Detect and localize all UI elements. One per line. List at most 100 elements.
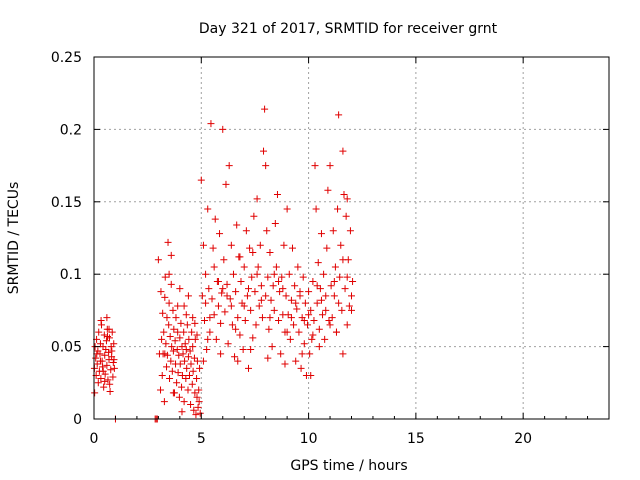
data-point-46 [103, 314, 111, 322]
data-point-327 [281, 360, 289, 368]
data-point-202 [260, 147, 268, 155]
data-point-77 [168, 343, 176, 351]
data-point-304 [330, 277, 338, 285]
data-point-225 [284, 311, 292, 319]
data-point-253 [314, 259, 322, 267]
data-point-321 [335, 299, 343, 307]
data-point-256 [317, 230, 325, 238]
data-point-30 [107, 366, 115, 374]
data-point-124 [193, 393, 201, 401]
data-point-201 [258, 314, 266, 322]
data-point-290 [210, 263, 218, 271]
data-point-119 [190, 354, 198, 362]
data-point-154 [208, 295, 216, 303]
data-point-309 [232, 325, 240, 333]
data-point-132 [167, 251, 175, 259]
data-point-263 [325, 317, 333, 325]
data-point-204 [262, 162, 270, 170]
data-point-314 [275, 277, 283, 285]
data-point-235 [295, 328, 303, 336]
data-point-277 [340, 191, 348, 199]
data-point-161 [216, 230, 224, 238]
data-point-298 [279, 285, 287, 293]
data-point-74 [166, 332, 174, 340]
data-point-122 [192, 411, 200, 419]
y-tick-label-3: 0.15 [51, 195, 82, 211]
data-point-332 [199, 357, 207, 365]
data-point-246 [307, 306, 315, 314]
data-point-5 [93, 360, 101, 368]
data-point-37 [110, 364, 118, 372]
x-tick-label-3: 15 [407, 431, 425, 447]
data-point-259 [321, 335, 329, 343]
data-point-97 [178, 372, 186, 380]
data-point-192 [249, 334, 257, 342]
y-tick-label-4: 0.2 [60, 122, 82, 138]
data-point-23 [103, 361, 111, 369]
data-point-44 [108, 347, 116, 355]
data-point-234 [294, 263, 302, 271]
data-point-295 [253, 270, 261, 278]
data-point-165 [220, 256, 228, 264]
data-point-302 [313, 282, 321, 290]
data-point-200 [257, 282, 265, 290]
data-point-92 [176, 334, 184, 342]
data-point-95 [178, 383, 186, 391]
data-point-198 [255, 302, 263, 310]
data-point-299 [287, 314, 295, 322]
data-point-156 [210, 311, 218, 319]
data-point-162 [217, 319, 225, 327]
data-point-317 [300, 317, 308, 325]
data-point-188 [245, 364, 252, 372]
data-point-131 [165, 270, 173, 278]
data-point-291 [219, 285, 227, 293]
data-point-138 [191, 319, 199, 327]
plot-frame [93, 56, 610, 420]
data-point-252 [313, 299, 321, 307]
data-point-155 [209, 244, 217, 252]
data-point-224 [283, 205, 291, 213]
data-point-243 [304, 321, 312, 329]
data-point-71 [165, 321, 173, 329]
data-point-64 [161, 293, 169, 301]
data-point-258 [320, 270, 328, 278]
data-point-267 [329, 227, 337, 235]
data-point-72 [165, 299, 173, 307]
data-point-199 [256, 241, 264, 249]
data-point-169 [224, 340, 232, 348]
data-point-318 [309, 331, 317, 339]
data-point-33 [108, 328, 116, 336]
data-point-187 [243, 292, 251, 300]
data-point-137 [189, 314, 197, 322]
data-point-143 [182, 311, 190, 319]
y-tick-label-5: 0.25 [51, 50, 82, 66]
data-point-244 [305, 288, 313, 296]
data-point-36 [110, 340, 118, 348]
data-point-102 [181, 340, 189, 348]
data-point-151 [205, 285, 213, 293]
data-point-260 [322, 292, 330, 300]
data-point-173 [228, 321, 236, 329]
data-point-312 [257, 296, 265, 304]
data-point-35 [109, 359, 117, 367]
data-point-320 [326, 321, 334, 329]
data-point-241 [301, 299, 309, 307]
data-point-316 [292, 299, 300, 307]
data-point-75 [167, 357, 175, 365]
data-point-319 [317, 296, 325, 304]
data-point-221 [280, 241, 288, 249]
data-point-305 [339, 256, 347, 264]
data-point-196 [253, 195, 261, 203]
data-point-184 [240, 263, 248, 271]
data-point-134 [184, 292, 192, 300]
data-point-153 [207, 120, 215, 128]
data-point-100 [180, 398, 188, 406]
data-point-62 [160, 328, 168, 336]
data-point-171 [226, 295, 234, 303]
data-point-68 [163, 314, 171, 322]
data-point-144 [197, 176, 205, 184]
data-point-276 [339, 147, 347, 155]
data-point-185 [241, 317, 249, 325]
data-point-323 [217, 350, 225, 358]
data-point-93 [176, 360, 184, 368]
